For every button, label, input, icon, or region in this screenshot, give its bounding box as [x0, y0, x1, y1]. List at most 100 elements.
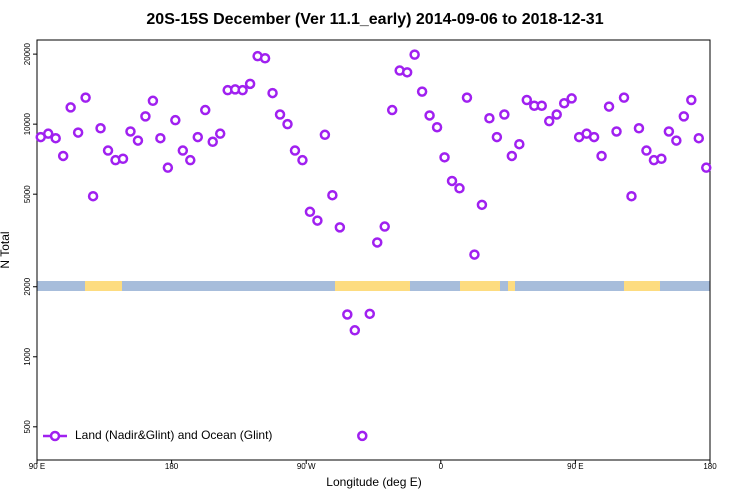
point — [140, 111, 151, 122]
point — [364, 308, 376, 320]
point — [558, 97, 570, 109]
point — [536, 100, 547, 111]
point — [611, 126, 622, 137]
y-tick-label: 10000 — [23, 112, 32, 135]
point — [274, 109, 286, 120]
point — [461, 92, 473, 103]
point — [626, 190, 637, 202]
legend-item: Land (Nadir&Glint) and Ocean (Glint) — [43, 428, 272, 442]
point — [304, 206, 316, 218]
point — [192, 131, 204, 143]
point — [671, 135, 682, 146]
x-tick-label: 180 — [165, 462, 179, 471]
point — [147, 95, 159, 107]
point — [289, 145, 301, 156]
land-band — [460, 281, 500, 291]
point — [566, 93, 577, 104]
point — [357, 430, 368, 442]
y-tick-label: 5000 — [23, 185, 32, 203]
point — [87, 190, 99, 202]
point — [259, 52, 271, 64]
point — [701, 162, 712, 173]
point — [424, 110, 435, 121]
point — [50, 132, 61, 144]
point — [200, 104, 211, 116]
point — [342, 309, 353, 320]
point — [543, 115, 555, 127]
point — [312, 215, 323, 226]
point — [686, 94, 697, 106]
land-band — [335, 281, 410, 291]
legend-label: Land (Nadir&Glint) and Ocean (Glint) — [75, 428, 272, 442]
point — [693, 132, 705, 144]
point — [401, 67, 413, 78]
point — [207, 136, 218, 148]
x-tick-label: 0 — [439, 462, 444, 471]
point — [297, 154, 308, 166]
point — [162, 162, 174, 173]
point — [521, 94, 533, 106]
point — [469, 249, 480, 260]
y-axis-label: N Total — [0, 231, 12, 268]
point — [80, 92, 91, 103]
land-band — [508, 281, 515, 291]
point — [65, 102, 76, 113]
x-tick-label: 90 W — [297, 462, 316, 471]
point — [185, 154, 196, 166]
point — [439, 152, 450, 163]
point — [170, 114, 181, 126]
point — [334, 222, 346, 233]
point — [319, 129, 331, 141]
point — [431, 121, 443, 133]
point — [117, 153, 129, 165]
point — [484, 113, 495, 124]
point — [491, 131, 503, 143]
y-tick-label: 1000 — [23, 347, 32, 365]
point — [454, 183, 465, 194]
x-tick-label: 180 — [703, 462, 717, 471]
y-tick-label: 2000 — [23, 277, 32, 295]
chart-title: 20S-15S December (Ver 11.1_early) 2014-0… — [146, 11, 603, 28]
point — [386, 104, 398, 116]
point — [57, 150, 69, 162]
point — [603, 101, 615, 112]
point — [177, 145, 189, 156]
point — [499, 109, 510, 120]
point — [514, 138, 525, 150]
point — [42, 128, 54, 139]
plot-frame — [36, 39, 711, 461]
point — [641, 145, 652, 156]
y-tick-label: 20000 — [23, 42, 32, 65]
land-band — [624, 281, 660, 291]
point — [678, 111, 690, 122]
point — [446, 175, 458, 187]
point — [102, 145, 114, 156]
point — [155, 132, 166, 144]
point — [618, 92, 630, 103]
point — [551, 109, 562, 120]
land-ocean-strip — [37, 281, 710, 291]
point — [237, 84, 248, 96]
point — [214, 128, 226, 139]
point — [125, 126, 136, 137]
point — [416, 86, 428, 97]
point — [476, 199, 488, 211]
point — [588, 131, 600, 143]
x-tick-label: 90 E — [567, 462, 583, 471]
point — [132, 135, 144, 146]
point — [379, 221, 390, 232]
point — [282, 118, 293, 130]
point — [95, 123, 106, 134]
point — [409, 49, 420, 60]
point — [349, 325, 361, 336]
point — [596, 150, 607, 162]
point — [327, 189, 338, 201]
legend-marker — [49, 430, 61, 442]
point — [506, 150, 518, 162]
point — [663, 126, 675, 137]
point — [371, 237, 383, 248]
point — [633, 123, 645, 134]
point — [72, 127, 84, 138]
point — [244, 78, 256, 90]
